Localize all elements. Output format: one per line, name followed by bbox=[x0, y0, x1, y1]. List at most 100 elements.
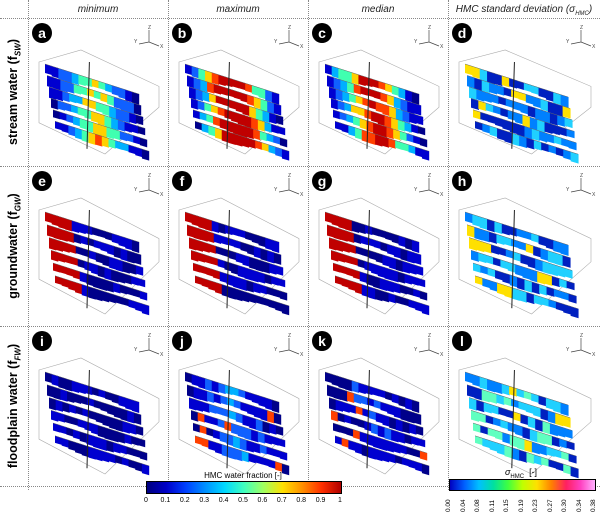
wireframe-box bbox=[318, 197, 440, 315]
axis-label: Y bbox=[414, 347, 418, 353]
colorbar-left-tick: 0.6 bbox=[257, 497, 268, 504]
axis-triad-icon: Z X Y bbox=[414, 173, 444, 198]
cross-section-slice bbox=[474, 435, 579, 479]
axis-label: Y bbox=[414, 39, 418, 45]
model-render-i: Z X Y bbox=[38, 333, 164, 476]
axis-label: X bbox=[440, 44, 444, 50]
cross-section-slice bbox=[466, 224, 571, 268]
cross-section-slice bbox=[46, 384, 142, 425]
cross-section-slice bbox=[470, 410, 575, 451]
cross-section-slice bbox=[50, 410, 146, 448]
axis-label: X bbox=[160, 44, 164, 50]
row-header-floodplain-water: floodplain water (fFW) bbox=[0, 326, 28, 486]
colorbar-right-tick: 0.15 bbox=[503, 499, 510, 512]
axis-triad-icon: Z X Y bbox=[566, 333, 596, 358]
wireframe-box bbox=[318, 49, 440, 155]
cross-section-slice bbox=[330, 410, 426, 448]
grid-line bbox=[0, 166, 600, 167]
column-header-std-text: HMC standard deviation (σ bbox=[455, 4, 576, 15]
colorbar-right-tick: 0.34 bbox=[575, 499, 583, 512]
cross-section-slice bbox=[470, 98, 575, 139]
colorbar-left-tick: 0.3 bbox=[199, 497, 210, 504]
axis-label: Y bbox=[566, 187, 570, 193]
colorbar-left-bar bbox=[146, 481, 342, 494]
cross-section-slice bbox=[44, 211, 140, 253]
axis-label: Z bbox=[580, 25, 583, 31]
cross-section-slice bbox=[184, 371, 280, 413]
well-line bbox=[86, 61, 90, 149]
row-close-flood: ) bbox=[5, 343, 20, 349]
colorbar-right-tick: 0.27 bbox=[546, 499, 554, 512]
model-render-f: Z X Y bbox=[178, 173, 304, 316]
colorbar-right-tick: 0.30 bbox=[561, 499, 568, 512]
panel-letter-badge: i bbox=[32, 331, 52, 351]
cross-section-slice bbox=[188, 86, 284, 126]
wireframe-box bbox=[38, 197, 160, 315]
colorbar-right-sigma: σ bbox=[504, 467, 511, 477]
well-line bbox=[86, 209, 90, 309]
axis-label: Z bbox=[428, 173, 431, 179]
cross-section-slice bbox=[52, 109, 148, 148]
cross-section-slice bbox=[328, 86, 424, 126]
colorbar-left-tick: 0 bbox=[144, 497, 148, 504]
cross-section-slice bbox=[48, 397, 144, 436]
cross-section-slice bbox=[324, 63, 420, 105]
model-render-a: Z X Y bbox=[38, 25, 164, 161]
panel-letter-badge: c bbox=[312, 23, 332, 43]
cross-section-slice bbox=[334, 120, 430, 161]
axis-triad-icon: Z X Y bbox=[414, 333, 444, 358]
row-close-stream: ) bbox=[5, 39, 20, 44]
row-label-ground: groundwater (f bbox=[5, 211, 20, 299]
colorbar-left-tick: 0.9 bbox=[315, 497, 326, 504]
axis-label: X bbox=[592, 44, 596, 50]
panel-k: Z X Y k bbox=[309, 328, 447, 484]
axis-triad-icon: Z X Y bbox=[134, 173, 164, 198]
model-render-c: Z X Y bbox=[318, 25, 444, 161]
axis-label: X bbox=[160, 352, 164, 358]
wireframe-box bbox=[178, 197, 300, 315]
panel-letter-badge: g bbox=[312, 171, 332, 191]
wireframe-box bbox=[178, 357, 300, 475]
colorbar-right-tick: 0.19 bbox=[517, 499, 525, 512]
model-render-h: Z X Y bbox=[458, 173, 596, 319]
colorbar-right-tick: 0.04 bbox=[459, 499, 467, 512]
cross-section-slice bbox=[326, 384, 422, 425]
panel-letter-badge: k bbox=[312, 331, 332, 351]
cross-section-slice bbox=[50, 250, 146, 288]
colorbar-left-title: HMC water fraction [-] bbox=[204, 471, 282, 480]
axis-label: Z bbox=[288, 333, 291, 339]
wireframe-box bbox=[458, 49, 592, 155]
wireframe-box bbox=[38, 49, 160, 155]
grid-line bbox=[448, 0, 449, 490]
axis-label: Z bbox=[148, 25, 151, 31]
axis-label: Z bbox=[428, 25, 431, 31]
cross-section-slice bbox=[328, 397, 424, 436]
cross-section-slice bbox=[46, 75, 142, 116]
axis-label: X bbox=[592, 192, 596, 198]
cross-section-slice bbox=[466, 384, 571, 428]
cross-section-slice bbox=[54, 275, 150, 316]
cross-section-slice bbox=[468, 397, 573, 439]
axis-label: Y bbox=[134, 347, 138, 353]
well-line bbox=[226, 369, 230, 469]
cross-section-slice bbox=[48, 237, 144, 276]
axis-label: Y bbox=[414, 187, 418, 193]
cross-section-slice bbox=[468, 237, 573, 279]
row-header-stream-water: stream water (fSW) bbox=[0, 18, 28, 166]
well-line bbox=[226, 209, 230, 309]
axis-label: Y bbox=[274, 187, 278, 193]
axis-triad-icon: Z X Y bbox=[134, 25, 164, 50]
axis-triad-icon: Z X Y bbox=[414, 25, 444, 50]
grid-line bbox=[28, 0, 29, 490]
grid-line bbox=[0, 18, 600, 19]
colorbar-right-unit: [-] bbox=[529, 467, 538, 477]
cross-section-slice bbox=[192, 109, 288, 148]
column-header-maximum: maximum bbox=[216, 4, 260, 15]
cross-section-slice bbox=[190, 98, 286, 136]
well-line bbox=[366, 61, 370, 149]
